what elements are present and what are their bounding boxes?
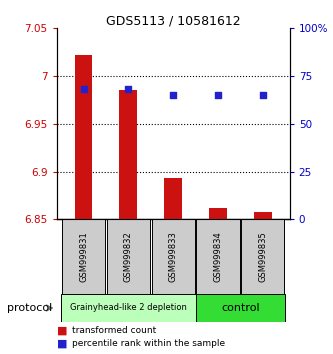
Text: ■: ■ xyxy=(57,326,67,336)
Text: GSM999832: GSM999832 xyxy=(124,231,133,282)
Bar xyxy=(75,55,93,219)
Title: GDS5113 / 10581612: GDS5113 / 10581612 xyxy=(106,14,240,27)
Text: GSM999831: GSM999831 xyxy=(79,231,88,282)
Text: ■: ■ xyxy=(57,338,67,348)
Bar xyxy=(164,178,182,219)
Text: protocol: protocol xyxy=(7,303,52,313)
Bar xyxy=(62,219,105,294)
Bar xyxy=(196,219,239,294)
Bar xyxy=(107,219,150,294)
Point xyxy=(126,87,131,92)
Text: control: control xyxy=(221,303,260,313)
Bar xyxy=(152,219,195,294)
Bar xyxy=(254,212,272,219)
Bar xyxy=(241,219,284,294)
Text: GSM999834: GSM999834 xyxy=(213,231,222,282)
Bar xyxy=(61,294,195,322)
Bar xyxy=(119,90,137,219)
Bar xyxy=(195,294,285,322)
Bar xyxy=(209,208,227,219)
Text: transformed count: transformed count xyxy=(72,326,156,336)
Point xyxy=(170,92,176,98)
Point xyxy=(81,87,86,92)
Point xyxy=(215,92,221,98)
Text: GSM999833: GSM999833 xyxy=(168,231,178,282)
Text: GSM999835: GSM999835 xyxy=(258,231,267,282)
Text: percentile rank within the sample: percentile rank within the sample xyxy=(72,339,225,348)
Text: Grainyhead-like 2 depletion: Grainyhead-like 2 depletion xyxy=(70,303,187,313)
Point xyxy=(260,92,265,98)
